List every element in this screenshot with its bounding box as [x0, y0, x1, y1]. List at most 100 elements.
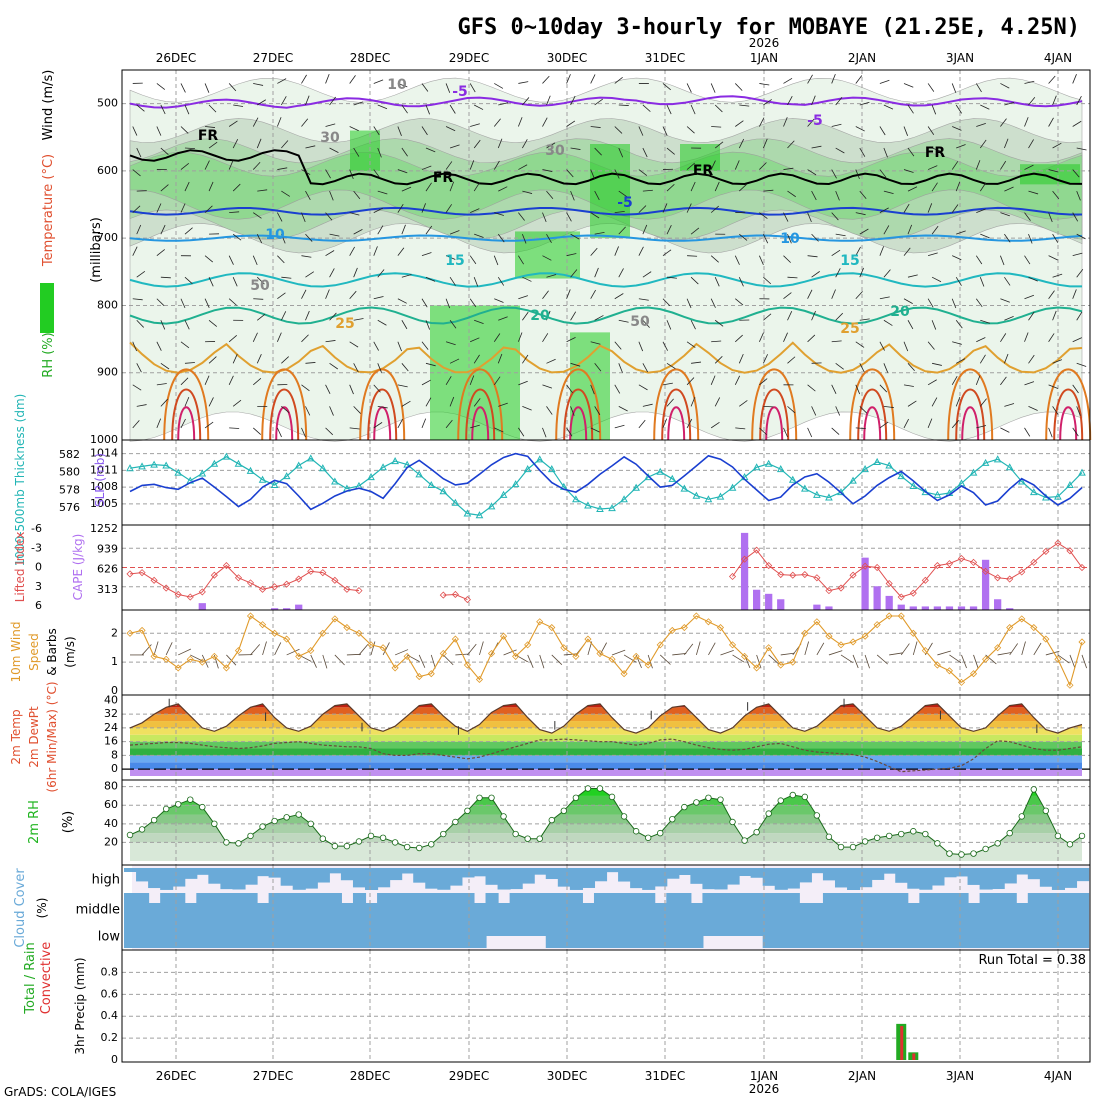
- wind-barb: [156, 418, 162, 429]
- cloud-low-cell: [425, 920, 439, 948]
- cloud-low-cell: [172, 920, 186, 948]
- wind-barb: [156, 249, 165, 256]
- wind-barb: [1000, 160, 1007, 170]
- wind-barb: [566, 384, 573, 394]
- thickness-point: [270, 481, 279, 489]
- cloud-low-cell: [822, 920, 837, 948]
- wind-speed-point: [620, 670, 628, 678]
- wind-barb-10m: [599, 642, 607, 656]
- credit-label: GrADS: COLA/IGES: [4, 1085, 116, 1099]
- thickness-point: [849, 476, 857, 484]
- cloud-low-cell: [750, 920, 764, 936]
- isotherm-plus20: [129, 306, 1083, 325]
- wind-barb: [835, 362, 844, 370]
- wind-barb: [642, 403, 653, 407]
- rh-plume: [350, 130, 380, 171]
- wind-barb: [951, 375, 958, 386]
- precip-convective-bar: [912, 1053, 916, 1060]
- wind-barb-10m: [346, 653, 361, 656]
- wind-barb: [397, 298, 407, 304]
- cloud-low-cell: [148, 920, 162, 948]
- wind-barb-10m: [816, 642, 825, 656]
- cloud-low-cell: [196, 920, 210, 948]
- wind-barb: [956, 230, 966, 235]
- wind-barb: [759, 255, 764, 265]
- run-total-label: Run Total = 0.38: [978, 953, 1086, 968]
- cloud-level-label: middle: [76, 903, 120, 918]
- wind-barb: [546, 310, 551, 321]
- wind-barb: [1004, 101, 1015, 106]
- wind-speed-point: [741, 652, 749, 660]
- wind-barb: [305, 95, 310, 106]
- year-label: 2026: [749, 36, 780, 50]
- wind-barb: [855, 75, 863, 84]
- lifted-index-point: [957, 554, 966, 563]
- wind-barb: [252, 378, 262, 386]
- cloud-middle-cell: [1027, 893, 1041, 920]
- thickness-point: [246, 466, 255, 474]
- wind-barb: [714, 397, 721, 407]
- cloud-low-cell: [124, 920, 138, 948]
- wind-barb: [353, 318, 364, 321]
- cape-bar: [981, 559, 990, 610]
- cloud-middle-cell: [714, 893, 728, 920]
- wind-barb: [425, 276, 436, 282]
- wind-barb: [305, 233, 313, 242]
- cloud-middle-cell: [822, 893, 837, 920]
- wind-speed-point: [138, 626, 146, 634]
- cape-bar: [765, 593, 773, 610]
- thickness-point: [716, 492, 725, 500]
- wind-speed-point: [222, 664, 230, 672]
- wind-barb: [473, 104, 484, 110]
- wind-barb: [497, 138, 503, 149]
- cloud-low-cell: [1039, 920, 1053, 948]
- wind-barb: [470, 337, 480, 343]
- wind-barb: [305, 190, 311, 201]
- wind-barb: [783, 117, 788, 127]
- cloud-high-cell: [473, 868, 487, 877]
- wind-barb: [955, 181, 961, 192]
- wind-barb: [931, 276, 942, 283]
- wind-barb: [618, 363, 623, 373]
- wind-speed-point: [500, 632, 508, 640]
- cape-bar: [873, 586, 881, 610]
- rh-point: [1006, 829, 1013, 837]
- wind-barb: [903, 298, 913, 304]
- wind-barb: [136, 404, 147, 407]
- wind-barb: [831, 212, 839, 221]
- cloud-middle-cell: [762, 893, 776, 920]
- wind-barb: [421, 298, 428, 308]
- cloud-middle-cell: [148, 903, 162, 920]
- wind-barb: [494, 427, 504, 433]
- cloud-high-cell: [606, 868, 620, 873]
- wind-barb: [493, 160, 500, 170]
- cloud-middle-cell: [1003, 893, 1017, 920]
- wind-barb: [276, 117, 282, 127]
- cloud-high-cell: [365, 868, 379, 890]
- wind-barb: [931, 225, 939, 235]
- wind-speed-point: [1006, 623, 1014, 632]
- wind-barb: [883, 269, 891, 278]
- cloud-low-cell: [762, 920, 776, 948]
- cloud-middle-cell: [533, 893, 547, 920]
- rh-point: [536, 835, 543, 842]
- rh-point: [162, 805, 170, 813]
- wind-barb: [931, 182, 938, 192]
- wind-speed-point: [789, 658, 797, 666]
- slp-axis-label: SLP (mb): [93, 453, 107, 507]
- wind-barb: [831, 340, 842, 343]
- temp-band: [130, 727, 1082, 735]
- wind-barb: [570, 95, 576, 106]
- lifted-index-point: [861, 562, 869, 570]
- wind-barb: [642, 319, 650, 328]
- wind-barb: [975, 375, 981, 385]
- cloud-middle-cell: [883, 893, 897, 920]
- cloud-high-cell: [521, 868, 535, 884]
- lifted-index-point: [837, 584, 845, 592]
- wind-barb: [570, 233, 580, 240]
- wind-speed-point: [1066, 681, 1074, 689]
- cloud-low-cell: [967, 920, 981, 948]
- wind-barb: [1000, 118, 1007, 127]
- wind-speed-point: [487, 649, 496, 658]
- wind-barb: [494, 298, 504, 303]
